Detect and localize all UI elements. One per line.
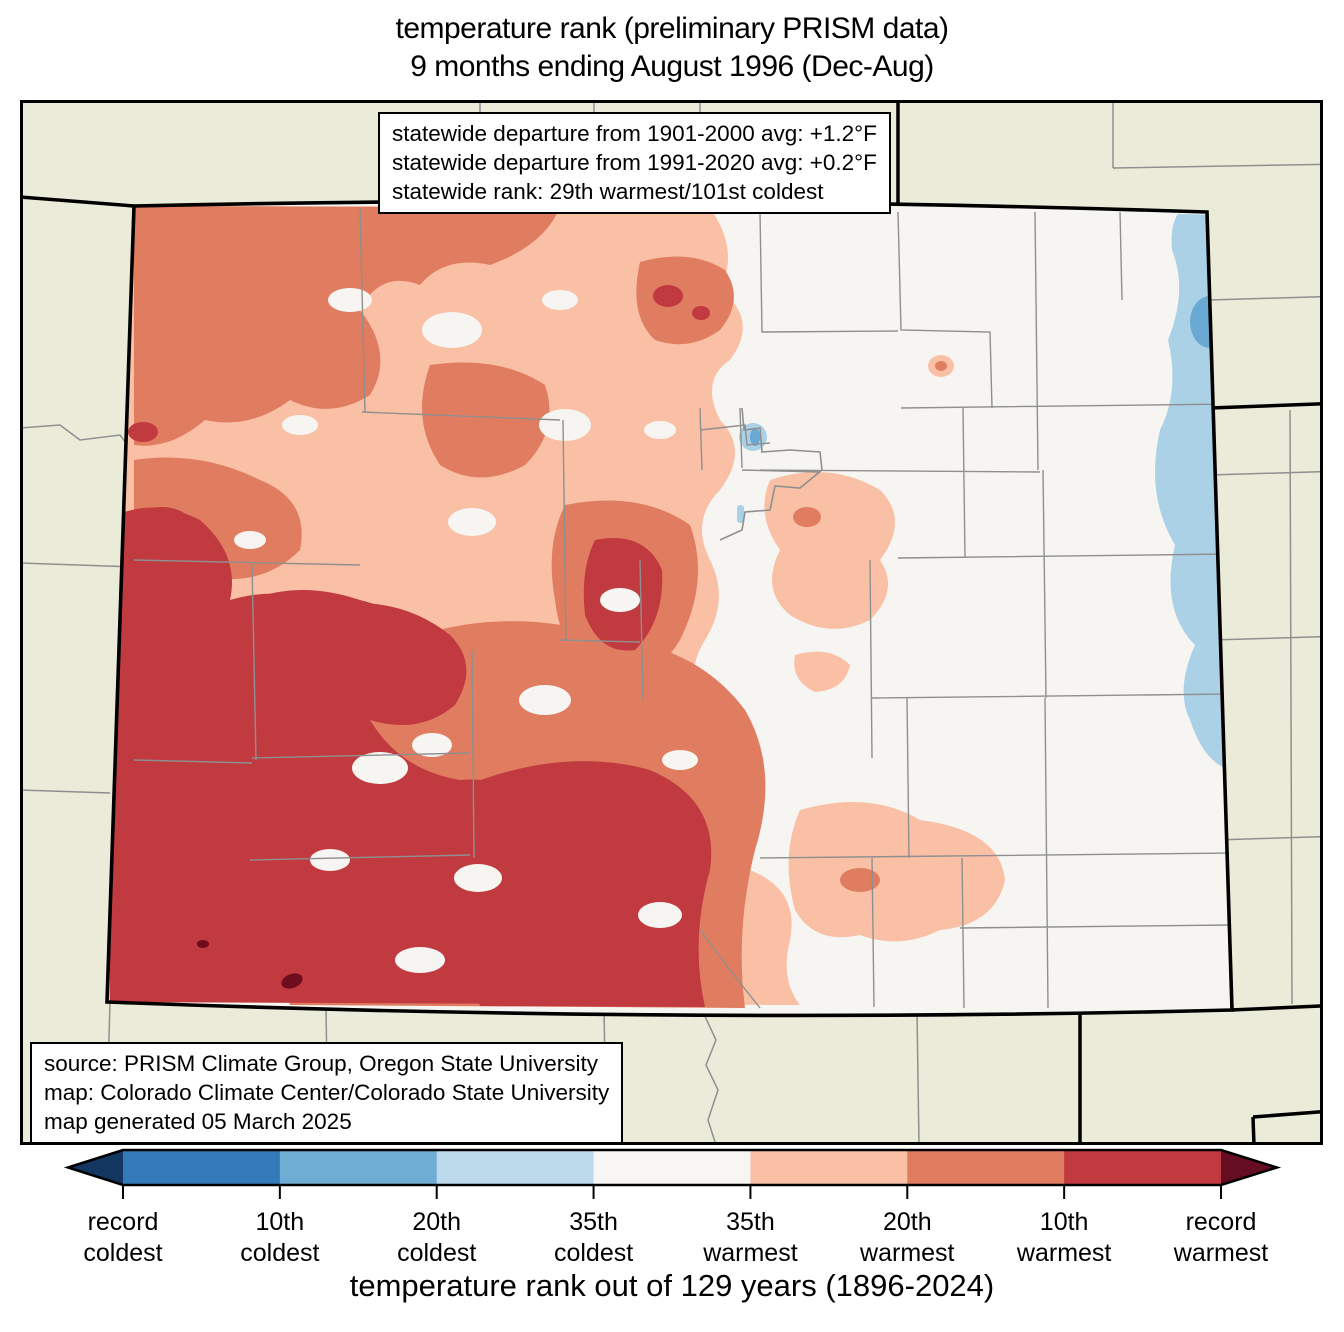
colorbar-arrow-record-coldest	[68, 1150, 123, 1185]
colorbar-label-record-warmest: record warmest	[1173, 1208, 1269, 1268]
title-line-1: temperature rank (preliminary PRISM data…	[395, 12, 949, 45]
stats-line-1: statewide departure from 1901-2000 avg: …	[392, 121, 877, 146]
colorbar-label-20th-coldest: 20th coldest	[397, 1208, 477, 1268]
rank-colorbar	[63, 1148, 1282, 1199]
colorbar-segment-0	[123, 1150, 281, 1185]
map-panel	[19, 100, 1344, 1146]
colorbar-label-35th-warmest: 35th warmest	[703, 1208, 798, 1268]
colorbar-segment-6	[1064, 1150, 1222, 1185]
colorbar-segment-1	[279, 1150, 438, 1185]
figure-title: temperature rank (preliminary PRISM data…	[0, 10, 1344, 85]
colorbar-caption: temperature rank out of 129 years (1896-…	[349, 1268, 995, 1303]
colorbar-segment-3	[593, 1150, 752, 1185]
denver-county-boundary	[719, 407, 823, 541]
stats-line-3: statewide rank: 29th warmest/101st colde…	[392, 178, 824, 204]
source-line-1: source: PRISM Climate Group, Oregon Stat…	[44, 1051, 598, 1076]
colorado-rank-map	[19, 100, 1344, 1146]
map-frame	[20, 100, 1323, 1145]
county-lines	[133, 207, 1232, 1009]
colorbar-segment-5	[907, 1150, 1066, 1185]
stats-line-2: statewide departure from 1991-2020 avg: …	[392, 149, 877, 175]
source-credit-box: source: PRISM Climate Group, Oregon Stat…	[30, 1042, 624, 1145]
neutral-pockets	[234, 288, 698, 973]
neighbor-state-borders	[19, 100, 1344, 1146]
title-line-2: 9 months ending August 1996 (Dec-Aug)	[410, 49, 934, 83]
colorbar-label-10th-coldest: 10th coldest	[240, 1208, 320, 1268]
record-warmest-specks	[197, 940, 303, 989]
colorbar-arrow-record-warmest	[1221, 1150, 1277, 1185]
source-line-3: map generated 05 March 2025	[44, 1108, 352, 1134]
source-line-2: map: Colorado Climate Center/Colorado St…	[44, 1079, 610, 1105]
colorbar-label-20th-warmest: 20th warmest	[860, 1208, 955, 1268]
statewide-stats-box: statewide departure from 1901-2000 avg: …	[378, 112, 891, 215]
colorbar-label-record-coldest: record coldest	[83, 1208, 163, 1268]
colorbar-label-35th-coldest: 35th coldest	[553, 1208, 634, 1268]
colorbar-segment-2	[436, 1150, 595, 1185]
colorbar-segment-4	[750, 1150, 909, 1185]
colorbar-label-10th-warmest: 10th warmest	[1016, 1208, 1112, 1268]
